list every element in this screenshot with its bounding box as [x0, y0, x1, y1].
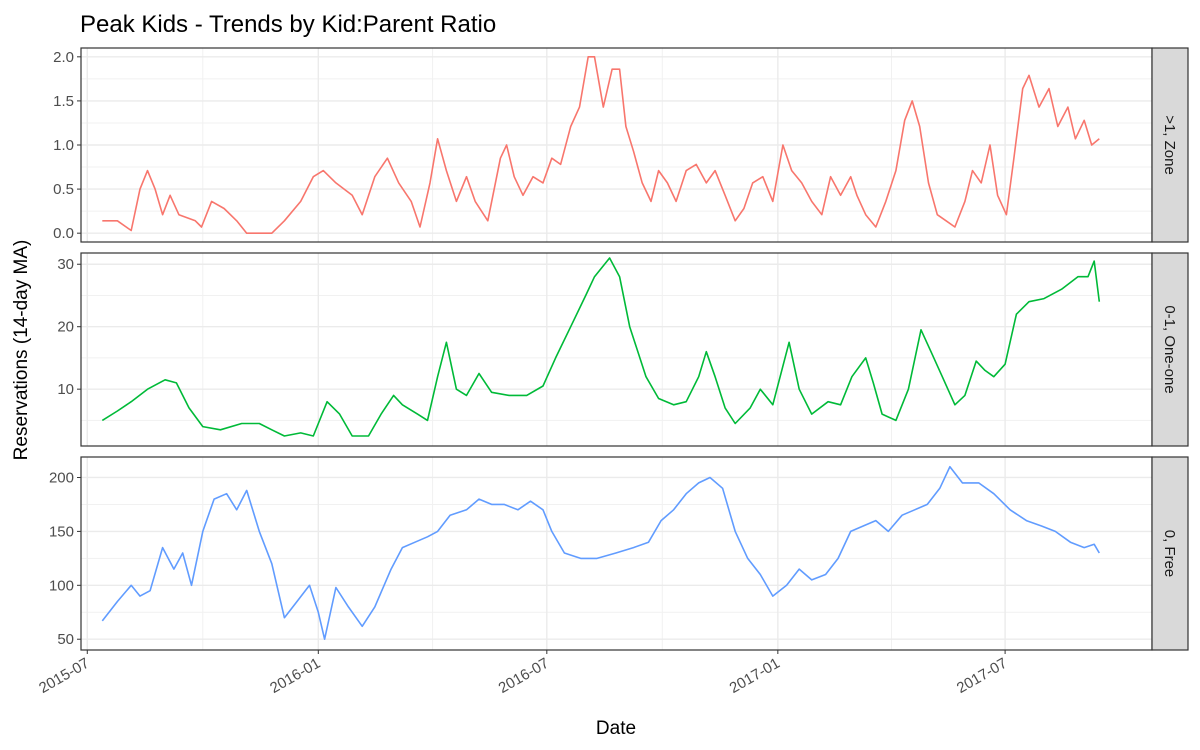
y-tick-label: 0.0: [53, 225, 74, 242]
series-line: [102, 56, 1100, 234]
x-tick-label: 2017-01: [727, 655, 783, 697]
y-tick-label: 10: [57, 381, 74, 398]
panel: 0.0 0.5 1.0 1.5 2.0 >1, Zone: [53, 47, 1189, 243]
x-tick-label: 2015-07: [36, 655, 92, 697]
y-tick-label: 20: [57, 319, 74, 336]
y-tick-label: 0.5: [53, 181, 74, 198]
y-tick-label: 30: [57, 256, 74, 273]
x-axis: 2015-07 2016-01 2016-07 2017-01 2017-07: [36, 650, 1010, 697]
y-tick-label: 200: [49, 469, 74, 486]
facet-strip-label: 0-1, One-one: [1161, 305, 1178, 393]
facet-strip: [1151, 252, 1189, 447]
y-tick-label: 50: [57, 631, 74, 648]
facet-strip-label: 0, Free: [1161, 530, 1178, 578]
series-line: [101, 465, 1100, 640]
panel-background: [81, 253, 1152, 446]
facet-strip: [1151, 456, 1189, 651]
y-tick-label: 100: [49, 577, 74, 594]
facet-strip-label: >1, Zone: [1161, 115, 1178, 175]
x-tick-label: 2016-07: [496, 655, 552, 697]
y-tick-label: 1.0: [53, 137, 74, 154]
x-tick-label: 2016-01: [267, 655, 323, 697]
series-line: [101, 257, 1101, 437]
y-axis-title: Reservations (14-day MA): [11, 240, 32, 461]
y-tick-label: 2.0: [53, 49, 74, 66]
x-tick-label: 2017-07: [954, 655, 1010, 697]
panel: 10 20 30 0-1, One-one: [57, 252, 1189, 447]
y-tick-label: 1.5: [53, 93, 74, 110]
x-axis-title: Date: [596, 718, 636, 739]
panels: 0.0 0.5 1.0 1.5 2.0 >1, Zone 10 20 30 0-1, One-on…: [49, 47, 1189, 651]
chart-title: Peak Kids - Trends by Kid:Parent Ratio: [80, 11, 496, 38]
y-tick-label: 150: [49, 523, 74, 540]
facet-strip: [1151, 47, 1189, 243]
panel: 50 100 150 200 0, Free: [49, 456, 1189, 651]
